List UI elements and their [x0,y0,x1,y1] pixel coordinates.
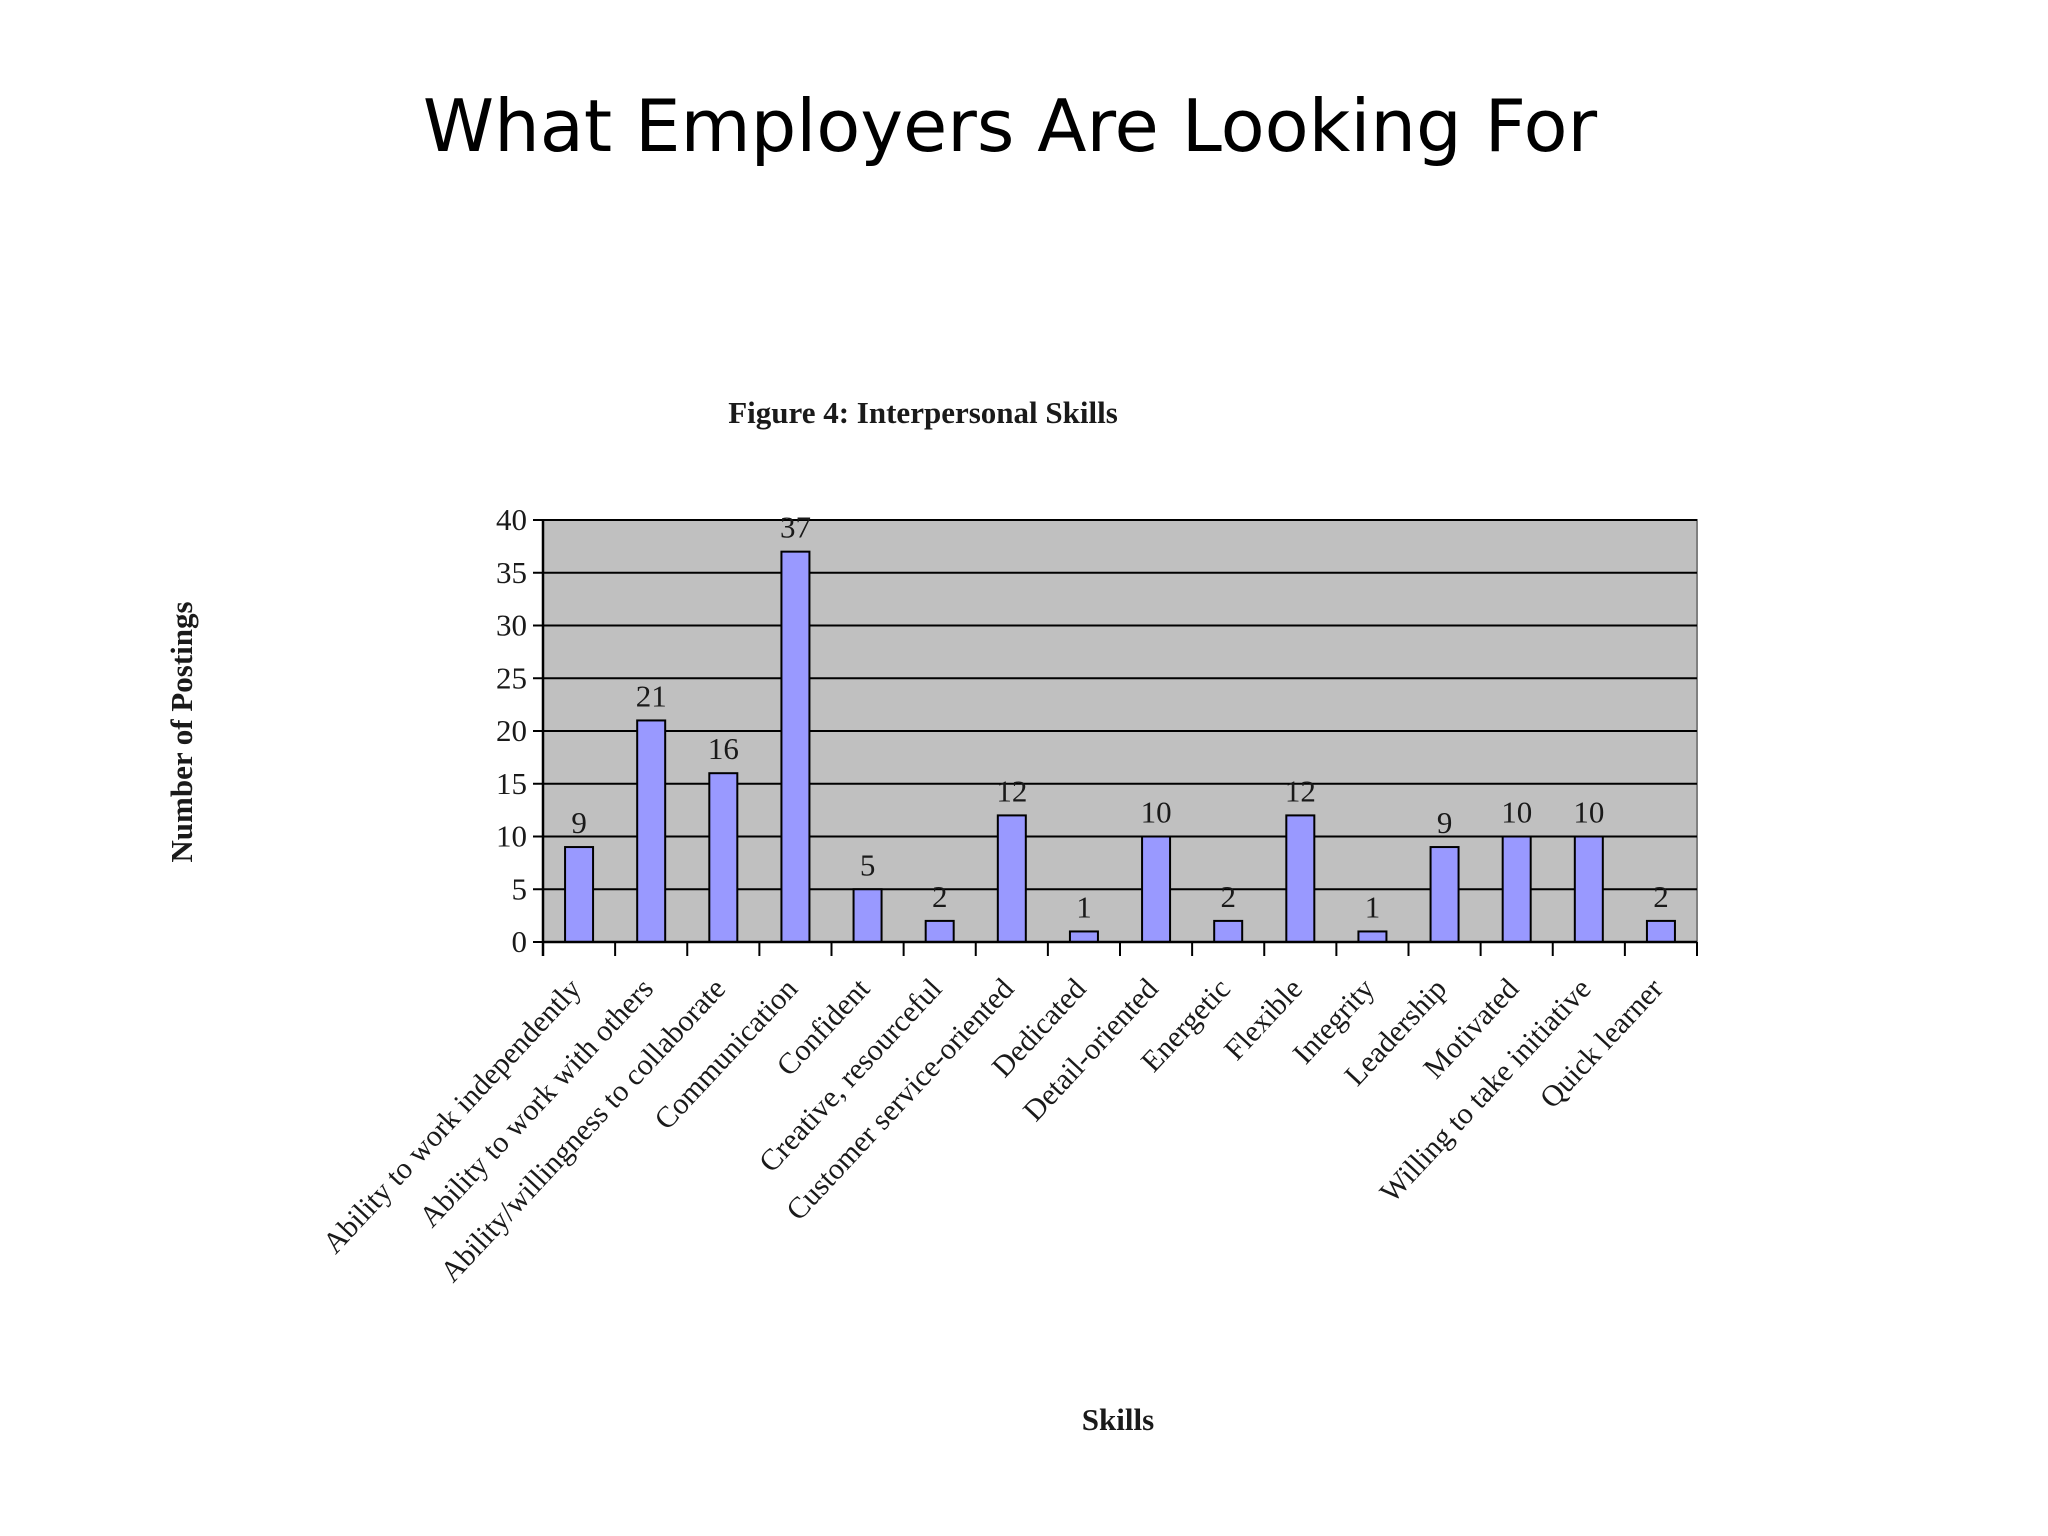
x-tick-label: Ability/willingness to collaborate [434,972,732,1288]
y-tick-label: 30 [496,608,527,643]
x-axis-label: Skills [1082,1402,1154,1437]
y-tick-label: 0 [512,924,528,959]
data-labels: 9 21 16 37 5 2 12 1 10 2 12 1 9 10 10 2 [571,510,1668,925]
data-label: 1 [1076,889,1092,924]
data-label: 2 [1220,879,1236,914]
y-tick-label: 10 [496,819,527,854]
y-tick-label: 20 [496,713,527,748]
bar [1429,846,1460,943]
y-tick-labels: 0 5 10 15 20 25 30 35 40 [496,502,527,959]
bar [1213,919,1244,944]
data-label: 12 [996,773,1027,808]
data-label: 9 [1437,805,1453,840]
data-label: 10 [1573,795,1604,830]
data-label: 2 [932,879,948,914]
data-label: 2 [1653,879,1669,914]
data-label: 16 [708,731,739,766]
bar [1645,919,1676,944]
y-tick-label: 35 [496,555,527,590]
chart-title: Figure 4: Interpersonal Skills [728,395,1118,430]
bar [924,919,955,944]
bar [1068,930,1099,944]
data-label: 21 [636,678,667,713]
y-axis-label: Number of Postings [164,601,199,862]
y-tick-label: 40 [496,502,527,537]
bar [564,846,595,943]
bars [564,550,1676,944]
bar [1573,835,1604,943]
data-label: 10 [1501,795,1532,830]
bar [780,550,811,944]
data-label: 1 [1365,889,1381,924]
bar [852,888,883,943]
data-label: 12 [1285,773,1316,808]
slide-title: What Employers Are Looking For [422,84,1598,168]
data-label: 5 [860,847,876,882]
y-tick-label: 5 [512,871,528,906]
y-tick-label: 15 [496,766,527,801]
axes [533,519,1698,956]
bar [636,719,667,944]
bar [1357,930,1388,944]
bar [1141,835,1172,943]
bar [1501,835,1532,943]
y-tick-label: 25 [496,660,527,695]
data-label: 10 [1141,795,1172,830]
bar [708,772,739,944]
bar [996,814,1027,944]
data-label: 37 [780,510,811,545]
bar [1285,814,1316,944]
data-label: 9 [571,805,587,840]
